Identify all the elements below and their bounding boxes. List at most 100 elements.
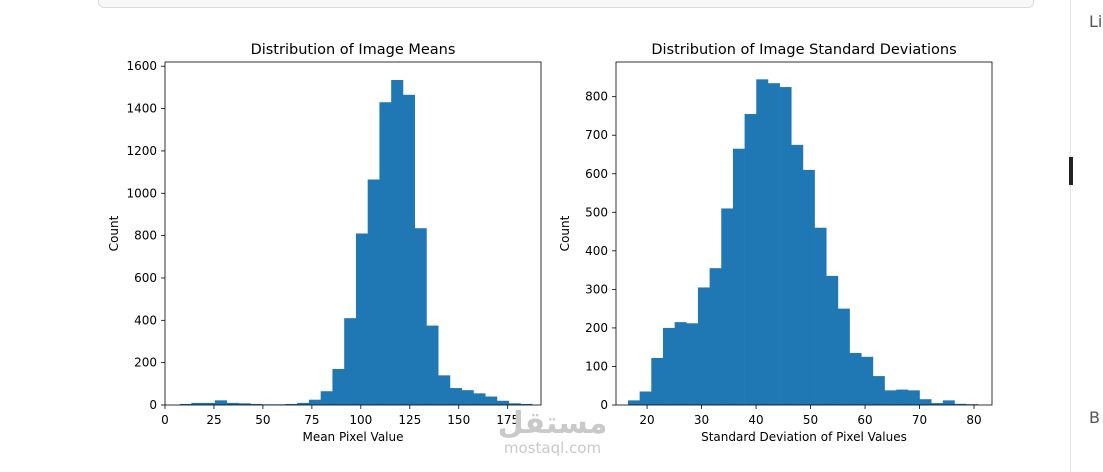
chart1-bar	[438, 375, 451, 405]
chart2-ytick-label: 700	[585, 128, 608, 142]
chart2-xtick-label: 50	[803, 413, 818, 427]
chart2-axes-frame	[615, 61, 993, 406]
chart2-xlabel: Standard Deviation of Pixel Values	[701, 430, 907, 444]
chart2-bar	[837, 308, 850, 405]
chart2-bar	[779, 87, 792, 405]
side-label-bottom: B	[1089, 408, 1100, 427]
chart2-bar	[767, 83, 780, 406]
chart1-ytick-label: 1400	[126, 102, 157, 116]
watermark-latin: mostaql.com	[503, 439, 602, 457]
chart1-xtick-label: 125	[398, 413, 421, 427]
chart2-bar	[721, 208, 734, 405]
scroll-marker[interactable]	[1069, 157, 1073, 185]
right-side-panel[interactable]	[1069, 0, 1103, 472]
chart1-title: Distribution of Image Means	[251, 42, 456, 58]
chart1-bar	[520, 403, 533, 405]
chart1-xtick-label: 175	[496, 413, 519, 427]
chart2-ytick-label: 400	[585, 244, 608, 258]
chart2-bar	[709, 268, 722, 405]
chart2-bar	[697, 287, 710, 405]
chart2-bar	[814, 227, 827, 405]
histogram-figure: 0 25 50 75 100 125 150 175020040060080010001200…	[107, 42, 993, 444]
chart1-ytick-label: 0	[149, 398, 157, 412]
chart1-ytick-label: 1600	[126, 59, 157, 73]
chart1-bar	[226, 402, 239, 405]
chart1-bar	[414, 228, 427, 405]
chart1-bar	[485, 396, 498, 405]
chart2-bar	[627, 400, 640, 405]
chart2-xtick-label: 70	[912, 413, 927, 427]
chart1-axes-frame	[164, 61, 542, 406]
chart2-bar	[907, 390, 920, 405]
chart1-ylabel: Count	[107, 215, 121, 251]
chart2-bar	[942, 400, 955, 405]
chart1-xtick-label: 100	[349, 413, 372, 427]
chart2-bar	[732, 148, 745, 405]
chart1-bar	[391, 79, 404, 405]
chart2-bar	[931, 403, 944, 405]
chart1-bar	[320, 391, 333, 405]
chart2-title: Distribution of Image Standard Deviation…	[651, 42, 956, 58]
chart2-bar	[791, 144, 804, 405]
chart1-bar	[250, 403, 263, 405]
watermark-arabic: مستقل	[497, 406, 608, 441]
chart2-bar	[686, 323, 699, 405]
notebook-cell-frame	[98, 0, 1034, 8]
chart1-bar	[426, 325, 439, 405]
chart1-bar	[367, 179, 380, 405]
chart1-xtick-label: 150	[447, 413, 470, 427]
chart1-bar	[214, 400, 227, 405]
chart1-xtick-label: 25	[206, 413, 221, 427]
chart1-bar	[379, 102, 392, 405]
chart2-xtick-label: 60	[857, 413, 872, 427]
chart2-bar	[872, 376, 885, 405]
chart2-ylabel: Count	[558, 215, 572, 251]
chart1-bar	[308, 399, 321, 405]
chart2-bar	[802, 169, 815, 405]
chart2-bar	[744, 114, 757, 406]
chart1-bar	[461, 390, 474, 405]
chart2-bar	[639, 391, 652, 405]
chart2-xtick-label: 40	[748, 413, 763, 427]
chart1-bar	[285, 403, 298, 405]
chart1-ytick-label: 600	[134, 271, 157, 285]
chart1-bar	[179, 403, 192, 405]
chart1-ytick-label: 200	[134, 356, 157, 370]
chart1-xtick-label: 0	[161, 413, 169, 427]
chart2-ytick-label: 200	[585, 321, 608, 335]
chart2-ytick-label: 0	[600, 398, 608, 412]
chart2-xtick-label: 30	[694, 413, 709, 427]
chart2-bar	[884, 390, 897, 405]
chart2-bar	[861, 356, 874, 405]
chart2-bar	[662, 327, 675, 405]
chart2-ytick-label: 100	[585, 359, 608, 373]
chart1-ytick-label: 1000	[126, 186, 157, 200]
chart1-xtick-label: 50	[255, 413, 270, 427]
chart2-bar	[651, 357, 664, 405]
watermark: مستقل mostaql.com	[490, 406, 615, 457]
chart1-xtick-label: 75	[304, 413, 319, 427]
chart2-bar	[954, 403, 967, 405]
chart1-bar	[344, 318, 357, 405]
chart1-bar	[496, 400, 509, 405]
chart2-xtick-label: 80	[966, 413, 981, 427]
chart2-bar	[919, 399, 932, 405]
chart2-ytick-label: 600	[585, 167, 608, 181]
chart1-bar	[332, 369, 345, 405]
side-label-top: Li	[1089, 12, 1103, 31]
chart1-ytick-label: 400	[134, 313, 157, 327]
chart1-bar	[402, 94, 415, 405]
chart2-xtick-label: 20	[639, 413, 654, 427]
chart1-bar	[355, 233, 368, 405]
chart2-bar	[826, 275, 839, 405]
chart2-ytick-label: 300	[585, 282, 608, 296]
chart1-bar	[449, 388, 462, 405]
chart1-bar	[238, 403, 251, 405]
chart2-bar	[674, 322, 687, 405]
chart2-ytick-label: 500	[585, 205, 608, 219]
chart1-xlabel: Mean Pixel Value	[302, 430, 403, 444]
chart1-ytick-label: 1200	[126, 144, 157, 158]
chart2-ytick-label: 800	[585, 90, 608, 104]
chart1-bar	[473, 393, 486, 405]
chart1-bar	[297, 402, 310, 405]
